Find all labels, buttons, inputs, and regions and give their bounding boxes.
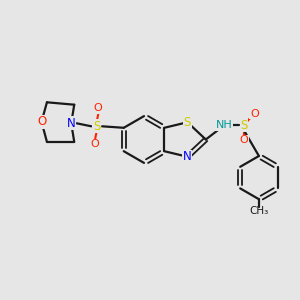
Text: S: S xyxy=(93,120,100,133)
Text: S: S xyxy=(240,118,247,132)
Text: O: O xyxy=(94,103,103,113)
Text: CH₃: CH₃ xyxy=(249,206,268,216)
Text: S: S xyxy=(184,116,191,129)
Text: O: O xyxy=(91,139,100,149)
Text: N: N xyxy=(183,150,192,163)
Text: O: O xyxy=(250,109,259,119)
Text: N: N xyxy=(67,117,76,130)
Text: O: O xyxy=(37,115,46,128)
Text: O: O xyxy=(239,135,248,145)
Text: NH: NH xyxy=(216,120,233,130)
